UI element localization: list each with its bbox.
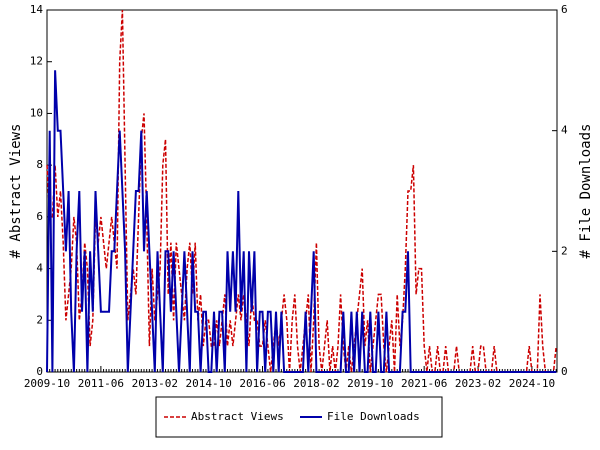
x-tick-label: 2016-06 (239, 377, 285, 390)
y-tick-label: 14 (30, 3, 44, 16)
legend-label: Abstract Views (191, 410, 284, 423)
x-tick-label: 2009-10 (24, 377, 70, 390)
x-tick-label: 2024-10 (509, 377, 555, 390)
y-tick-label: 10 (30, 106, 43, 119)
y2-tick-label: 0 (561, 365, 568, 378)
y-tick-label: 12 (30, 55, 43, 68)
y2-tick-label: 4 (561, 124, 568, 137)
y-tick-label: 0 (36, 365, 43, 378)
x-tick-label: 2019-10 (347, 377, 393, 390)
legend (155, 396, 443, 438)
y2-axis-label: # File Downloads (578, 124, 594, 259)
y-axis-label: # Abstract Views (8, 124, 24, 259)
x-tick-label: 2011-06 (78, 377, 124, 390)
x-tick-label: 2014-10 (185, 377, 231, 390)
x-tick-label: 2013-02 (132, 377, 178, 390)
y-tick-label: 8 (36, 158, 43, 171)
y2-tick-label: 2 (561, 244, 568, 257)
x-tick-label: 2021-06 (401, 377, 447, 390)
x-tick-label: 2018-02 (293, 377, 339, 390)
y-tick-label: 4 (36, 262, 43, 275)
legend-label: File Downloads (327, 410, 420, 423)
y2-tick-label: 6 (561, 3, 568, 16)
line-series (46, 70, 557, 373)
x-tick-label: 2023-02 (455, 377, 501, 390)
y-tick-label: 6 (36, 210, 43, 223)
y-tick-label: 2 (36, 313, 43, 326)
